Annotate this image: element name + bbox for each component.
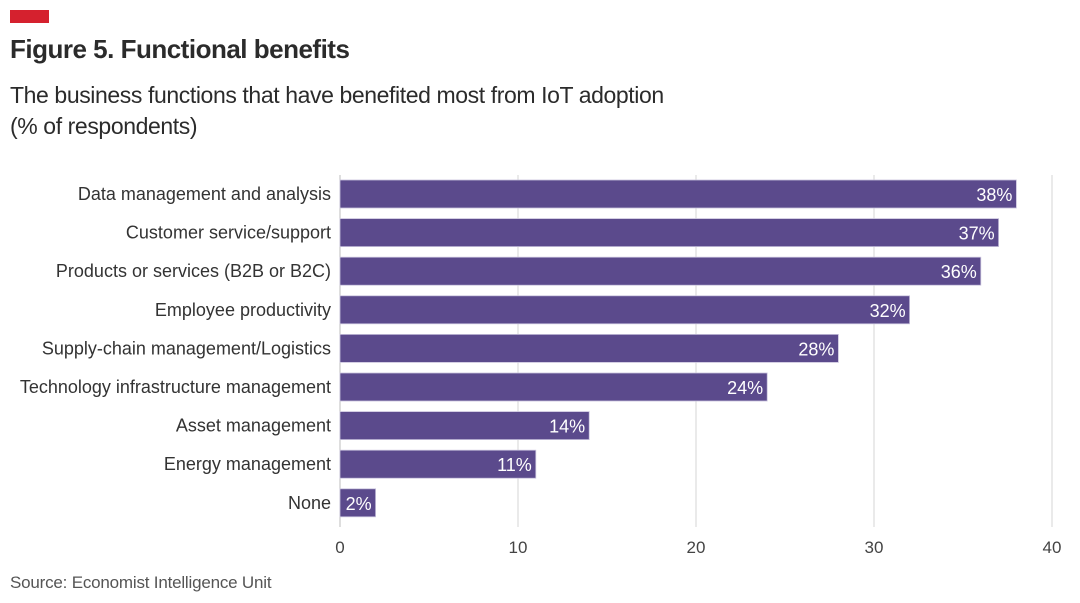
value-label: 37%: [959, 224, 995, 244]
bar: [339, 372, 768, 402]
value-label: 11%: [497, 455, 532, 475]
category-label: Supply-chain management/Logistics: [42, 338, 331, 358]
x-tick-label: 30: [865, 538, 884, 557]
category-label: Technology infrastructure management: [20, 377, 331, 397]
category-label: Energy management: [164, 454, 331, 474]
bars: [339, 179, 1017, 518]
value-label: 24%: [727, 378, 763, 398]
bar: [339, 218, 999, 248]
source-note: Source: Economist Intelligence Unit: [10, 573, 272, 592]
value-labels: 38% 37% 36% 32% 28% 24% 14% 11% 2%: [346, 185, 1013, 514]
chart-subtitle: The business functions that have benefit…: [10, 80, 664, 142]
accent-bar: [10, 10, 49, 23]
bar: [339, 256, 982, 286]
x-tick-label: 0: [335, 538, 344, 557]
subtitle-line-2: (% of respondents): [10, 113, 198, 139]
value-label: 2%: [346, 494, 372, 514]
value-label: 36%: [941, 262, 977, 282]
x-tick-label: 20: [687, 538, 706, 557]
value-label: 14%: [549, 417, 585, 437]
subtitle-line-1: The business functions that have benefit…: [10, 82, 664, 108]
category-label: Data management and analysis: [78, 184, 331, 204]
x-tick-label: 40: [1043, 538, 1062, 557]
bar: [339, 333, 839, 363]
x-axis-ticks: 0 10 20 30 40: [335, 538, 1061, 557]
category-label: Asset management: [176, 416, 331, 436]
bar: [339, 295, 910, 325]
chart-title: Figure 5. Functional benefits: [10, 34, 350, 64]
value-label: 32%: [870, 301, 906, 321]
value-label: 38%: [976, 185, 1012, 205]
category-label: Employee productivity: [155, 300, 331, 320]
value-label: 28%: [798, 339, 834, 359]
category-labels: Data management and analysis Customer ser…: [20, 184, 331, 513]
bar: [339, 449, 537, 479]
x-tick-label: 10: [509, 538, 528, 557]
category-label: Products or services (B2B or B2C): [56, 261, 331, 281]
bar: [339, 488, 376, 518]
bar: [339, 179, 1017, 209]
category-label: None: [288, 493, 331, 513]
bar: [339, 411, 590, 441]
category-label: Customer service/support: [126, 223, 331, 243]
